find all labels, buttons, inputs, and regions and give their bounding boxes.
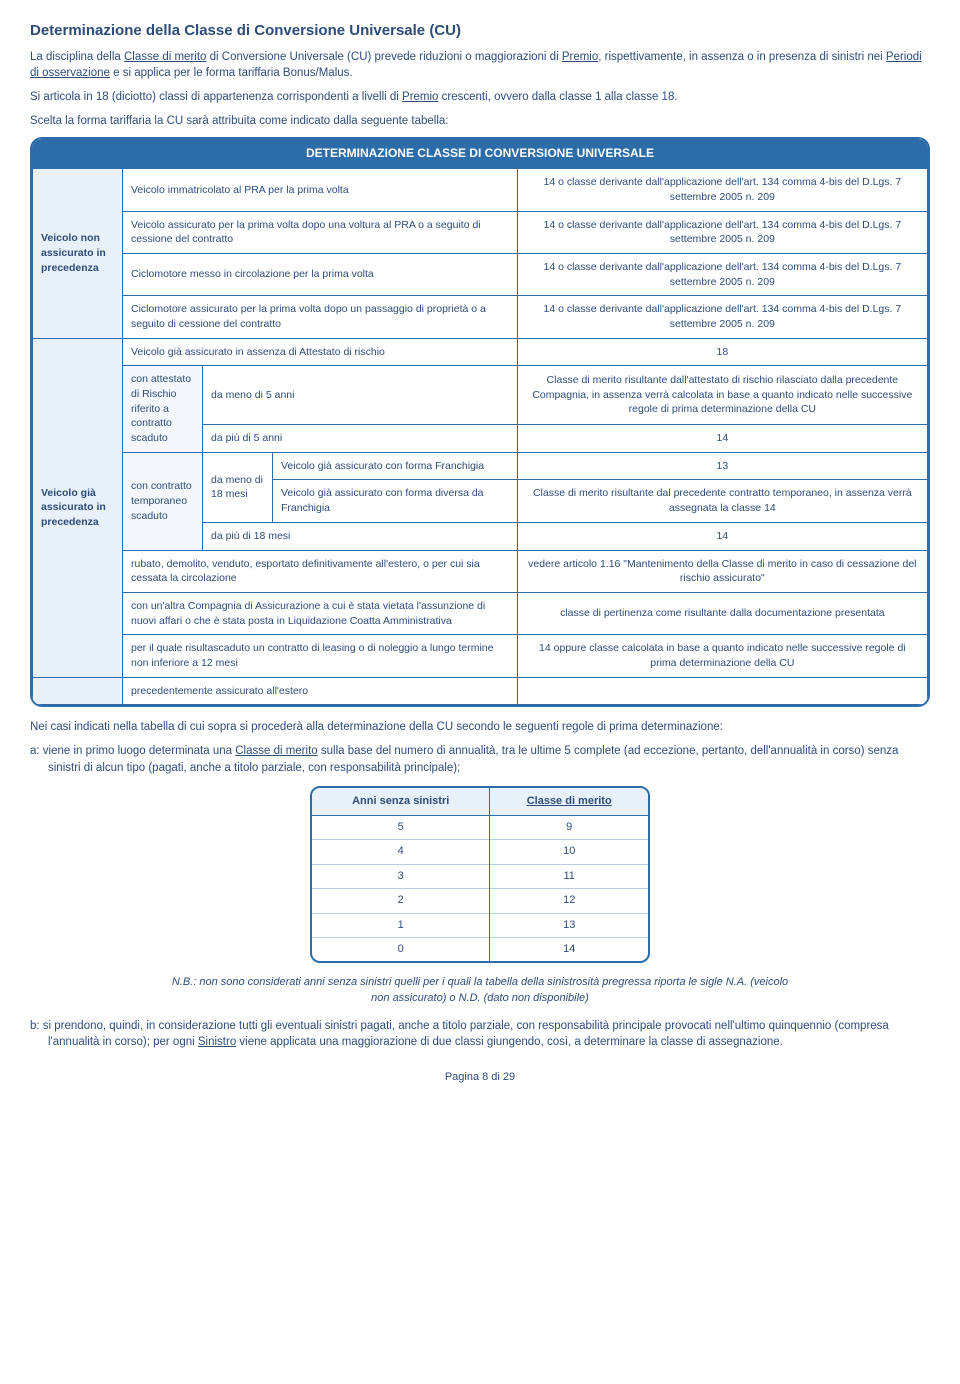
cell-condition: da più di 18 mesi [203,522,518,550]
years-table-wrap: Anni senza sinistri Classe di merito 594… [30,786,930,964]
cell-result: 18 [517,338,927,366]
cell-condition: rubato, demolito, venduto, esportato def… [123,550,518,592]
cell-condition: da meno di 5 anni [203,366,518,424]
cell-condition: Veicolo immatricolato al PRA per la prim… [123,169,518,211]
section-title: Determinazione della Classe di Conversio… [30,20,930,41]
cell-condition: con un'altra Compagnia di Assicurazione … [123,592,518,634]
cell-condition: Ciclomotore messo in circolazione per la… [123,253,518,295]
table-row: Ciclomotore assicurato per la prima volt… [33,296,928,338]
cell-result: 14 [517,522,927,550]
cell-result: 14 [517,424,927,452]
years-cell: 0 [312,937,490,961]
cell-result: Classe di merito risultante dall'attesta… [517,366,927,424]
sub-label-attestato: con attestato di Rischio riferito a cont… [123,366,203,452]
table-header: DETERMINAZIONE CLASSE DI CONVERSIONE UNI… [32,139,928,168]
cell-condition: precedentemente assicurato all'estero [123,677,518,705]
years-row: 212 [312,889,648,913]
years-row: 113 [312,913,648,937]
cell-result: 14 oppure classe calcolata in base a qua… [517,635,927,677]
cell-result: 13 [517,452,927,480]
cell-result: 14 o classe derivante dall'applicazione … [517,296,927,338]
class-cell: 11 [490,864,648,888]
cell-condition: Veicolo assicurato per la prima volta do… [123,211,518,253]
table-row: con un'altra Compagnia di Assicurazione … [33,592,928,634]
years-cell: 5 [312,816,490,840]
text-underline: Premio [562,51,598,63]
item-b: b: si prendono, quindi, in considerazion… [30,1018,930,1050]
text-underline: Sinistro [198,1036,236,1048]
text-underline: Classe di merito [124,51,206,63]
cell-condition: Veicolo già assicurato con forma diversa… [273,480,518,522]
text: viene applicata una maggiorazione di due… [236,1036,783,1048]
text-underline: Classe di merito [235,745,317,757]
paragraph-3: Scelta la forma tariffaria la CU sarà at… [30,113,930,129]
text: Si articola in 18 (diciotto) classi di a… [30,91,402,103]
below-intro: Nei casi indicati nella tabella di cui s… [30,719,930,735]
text: , rispettivamente, in assenza o in prese… [598,51,886,63]
cell-condition: Veicolo già assicurato con forma Franchi… [273,452,518,480]
cell-result: vedere articolo 1.16 "Mantenimento della… [517,550,927,592]
years-row: 59 [312,816,648,840]
class-cell: 12 [490,889,648,913]
cell-condition: da più di 5 anni [203,424,518,452]
years-header-1: Anni senza sinistri [312,788,490,816]
item-a: a: viene in primo luogo determinata una … [30,743,930,775]
cell-condition: da meno di 18 mesi [203,452,273,522]
years-cell: 3 [312,864,490,888]
side-label-already-insured: Veicolo già assicurato in precedenza [33,338,123,677]
cell-condition: per il quale risultascaduto un contratto… [123,635,518,677]
class-cell: 14 [490,937,648,961]
nb-note: N.B.: non sono considerati anni senza si… [165,975,795,1006]
paragraph-2: Si articola in 18 (diciotto) classi di a… [30,89,930,105]
class-cell: 13 [490,913,648,937]
years-cell: 1 [312,913,490,937]
cell-condition: Veicolo già assicurato in assenza di Att… [123,338,518,366]
text: crescenti, ovvero dalla classe 1 alla cl… [438,91,677,103]
years-cell: 4 [312,840,490,864]
cell-result: 14 o classe derivante dall'applicazione … [517,253,927,295]
table-row: rubato, demolito, venduto, esportato def… [33,550,928,592]
cell-result: Classe di merito risultante dal preceden… [517,480,927,522]
text: La disciplina della [30,51,124,63]
years-cell: 2 [312,889,490,913]
table-row: Veicolo già assicurato in precedenza Vei… [33,338,928,366]
paragraph-1: La disciplina della Classe di merito di … [30,49,930,81]
cell-condition: Ciclomotore assicurato per la prima volt… [123,296,518,338]
table-row: Veicolo assicurato per la prima volta do… [33,211,928,253]
side-label-blank [33,677,123,705]
years-header-2: Classe di merito [490,788,648,816]
sub-label-temporaneo: con contratto temporaneo scaduto [123,452,203,550]
years-row: 014 [312,937,648,961]
years-table: Anni senza sinistri Classe di merito 594… [310,786,650,964]
table-row: Veicolo non assicurato in precedenza Vei… [33,169,928,211]
text: di Conversione Universale (CU) prevede r… [206,51,561,63]
side-label-not-insured: Veicolo non assicurato in precedenza [33,169,123,339]
cell-result: 14 o classe derivante dall'applicazione … [517,169,927,211]
conversion-table: DETERMINAZIONE CLASSE DI CONVERSIONE UNI… [30,137,930,707]
text: a: viene in primo luogo determinata una [30,745,235,757]
cell-result: classe di pertinenza come risultante dal… [517,592,927,634]
class-cell: 10 [490,840,648,864]
table-row: con attestato di Rischio riferito a cont… [33,366,928,424]
table-row: precedentemente assicurato all'estero [33,677,928,705]
years-row: 311 [312,864,648,888]
table-row: Ciclomotore messo in circolazione per la… [33,253,928,295]
table-body: Veicolo non assicurato in precedenza Vei… [32,168,928,705]
class-cell: 9 [490,816,648,840]
table-row: con contratto temporaneo scaduto da meno… [33,452,928,480]
cell-result: 14 o classe derivante dall'applicazione … [517,211,927,253]
table-row: per il quale risultascaduto un contratto… [33,635,928,677]
text-underline: Premio [402,91,438,103]
text: e si applica per le forma tariffaria Bon… [110,67,353,79]
page-footer: Pagina 8 di 29 [30,1070,930,1085]
years-row: 410 [312,840,648,864]
cell-result [517,677,927,705]
